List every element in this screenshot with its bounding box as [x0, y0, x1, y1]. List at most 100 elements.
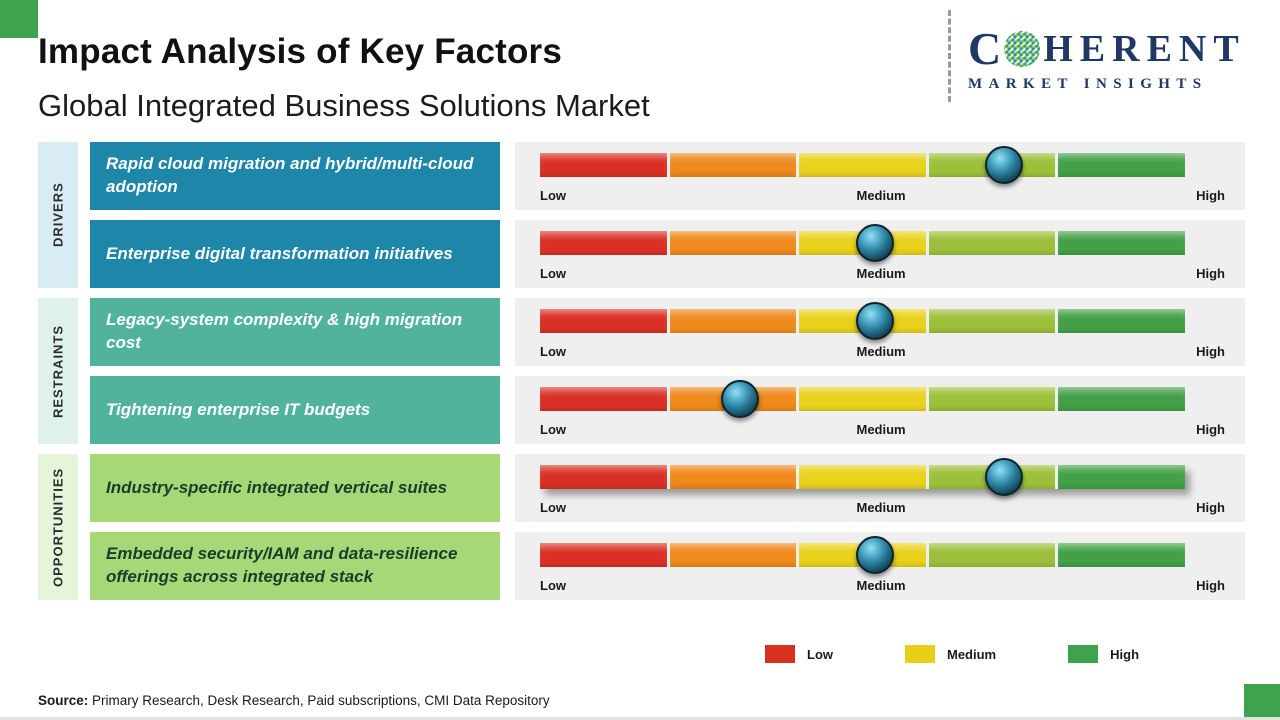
- scale-label-high: High: [1196, 422, 1225, 437]
- scale-segment-yellowgreen: [928, 231, 1056, 255]
- scale-labels: Low Medium High: [540, 344, 1225, 359]
- legend-item-medium: Medium: [905, 645, 996, 663]
- scale-segment-red: [540, 231, 667, 255]
- impact-gradient-bar: [540, 224, 1185, 262]
- brand-logo: C HERENT MARKET INSIGHTS: [968, 26, 1264, 93]
- legend-swatch-medium: [905, 645, 935, 663]
- factor-card: Embedded security/IAM and data-resilienc…: [90, 532, 500, 600]
- legend: Low Medium High: [765, 645, 1139, 663]
- scale-labels: Low Medium High: [540, 500, 1225, 515]
- source-label: Source:: [38, 693, 89, 708]
- impact-slider-knob[interactable]: [856, 536, 895, 574]
- corner-accent-bottom-right: [1244, 684, 1280, 720]
- scale-segment-yellowgreen: [928, 309, 1056, 333]
- scale-segment-red: [540, 387, 667, 411]
- scale-segment-green: [1058, 231, 1185, 255]
- factor-card: Enterprise digital transformation initia…: [90, 220, 500, 288]
- group-label-restraints: RESTRAINTS: [38, 298, 78, 444]
- scale-label-high: High: [1196, 344, 1225, 359]
- scale-segment-green: [1058, 153, 1185, 177]
- brand-tagline: MARKET INSIGHTS: [968, 76, 1208, 92]
- impact-matrix: DRIVERS RESTRAINTS OPPORTUNITIES Rapid c…: [38, 142, 1245, 600]
- impact-gradient-bar: [540, 146, 1185, 184]
- factor-text: Rapid cloud migration and hybrid/multi-c…: [106, 154, 474, 196]
- page-subtitle: Global Integrated Business Solutions Mar…: [38, 88, 650, 123]
- scale-segment-yellowgreen: [928, 387, 1056, 411]
- scale-segment-yellowgreen: [928, 543, 1056, 567]
- scale-label-medium: Medium: [856, 344, 906, 359]
- corner-accent-top-left: [0, 0, 38, 38]
- legend-label-medium: Medium: [947, 646, 997, 662]
- source-line: Source: Primary Research, Desk Research,…: [38, 693, 550, 708]
- scale-label-medium: Medium: [856, 578, 906, 593]
- globe-icon: [1004, 31, 1041, 67]
- impact-slider-knob[interactable]: [720, 380, 759, 418]
- scale-segment-green: [1058, 543, 1185, 567]
- scale-segment-red: [540, 309, 667, 333]
- impact-gradient-bar: [540, 380, 1185, 418]
- impact-slider-knob[interactable]: [856, 224, 895, 262]
- source-text: Primary Research, Desk Research, Paid su…: [88, 693, 550, 708]
- scale-segment-orange: [669, 465, 797, 489]
- scale-segment-green: [1058, 387, 1185, 411]
- factor-text: Enterprise digital transformation initia…: [106, 243, 453, 263]
- brand-wordmark: C HERENT: [968, 26, 1264, 72]
- factor-text: Embedded security/IAM and data-resilienc…: [106, 544, 458, 586]
- brand-wordmark-rest: HERENT: [1043, 28, 1246, 70]
- bottom-edge-line: [0, 717, 1280, 720]
- scale-segment-orange: [669, 231, 797, 255]
- scale-label-low: Low: [540, 344, 566, 359]
- scale-labels: Low Medium High: [540, 266, 1225, 281]
- scale-segment-yellow: [799, 465, 926, 489]
- scale-segment-red: [540, 465, 667, 489]
- impact-gradient-bar: [540, 458, 1185, 496]
- impact-scale: Low Medium High: [515, 298, 1245, 366]
- legend-label-high: High: [1110, 646, 1140, 662]
- factor-text: Industry-specific integrated vertical su…: [106, 477, 448, 497]
- impact-gradient-bar: [540, 302, 1185, 340]
- page-title: Impact Analysis of Key Factors: [38, 32, 563, 71]
- legend-item-high: High: [1068, 645, 1139, 663]
- group-label-drivers: DRIVERS: [38, 142, 78, 288]
- impact-gradient-bar: [540, 536, 1185, 574]
- scale-segment-orange: [669, 153, 797, 177]
- impact-slider-knob[interactable]: [985, 146, 1024, 184]
- scale-segment-orange: [669, 543, 797, 567]
- group-label-opportunities: OPPORTUNITIES: [38, 454, 78, 600]
- impact-slider-knob[interactable]: [856, 302, 895, 340]
- impact-scale: Low Medium High: [515, 220, 1245, 288]
- factor-card: Legacy-system complexity & high migratio…: [90, 298, 500, 366]
- scale-label-high: High: [1196, 500, 1225, 515]
- impact-scale: Low Medium High: [515, 376, 1245, 444]
- scale-labels: Low Medium High: [540, 422, 1225, 437]
- scale-segment-yellow: [799, 387, 926, 411]
- factor-card: Industry-specific integrated vertical su…: [90, 454, 500, 522]
- brand-letter-c: C: [968, 23, 1002, 74]
- scale-segment-green: [1058, 309, 1185, 333]
- scale-label-low: Low: [540, 500, 566, 515]
- factor-text: Legacy-system complexity & high migratio…: [106, 310, 463, 352]
- scale-segment-red: [540, 153, 667, 177]
- impact-scale: Low Medium High: [515, 454, 1245, 522]
- scale-label-low: Low: [540, 266, 566, 281]
- factor-card: Rapid cloud migration and hybrid/multi-c…: [90, 142, 500, 210]
- impact-slider-knob[interactable]: [985, 458, 1024, 496]
- scale-segment-green: [1058, 465, 1185, 489]
- scale-segment-yellow: [799, 153, 926, 177]
- scale-label-high: High: [1196, 188, 1225, 203]
- impact-scale: Low Medium High: [515, 532, 1245, 600]
- scale-label-medium: Medium: [856, 500, 906, 515]
- scale-label-medium: Medium: [856, 188, 906, 203]
- factor-text: Tightening enterprise IT budgets: [106, 399, 371, 419]
- legend-item-low: Low: [765, 645, 833, 663]
- logo-divider: [948, 10, 951, 102]
- legend-label-low: Low: [807, 646, 833, 662]
- scale-labels: Low Medium High: [540, 578, 1225, 593]
- scale-label-low: Low: [540, 188, 566, 203]
- impact-scale: Low Medium High: [515, 142, 1245, 210]
- scale-label-low: Low: [540, 422, 566, 437]
- scale-segment-red: [540, 543, 667, 567]
- legend-swatch-high: [1068, 645, 1099, 663]
- scale-label-medium: Medium: [856, 266, 906, 281]
